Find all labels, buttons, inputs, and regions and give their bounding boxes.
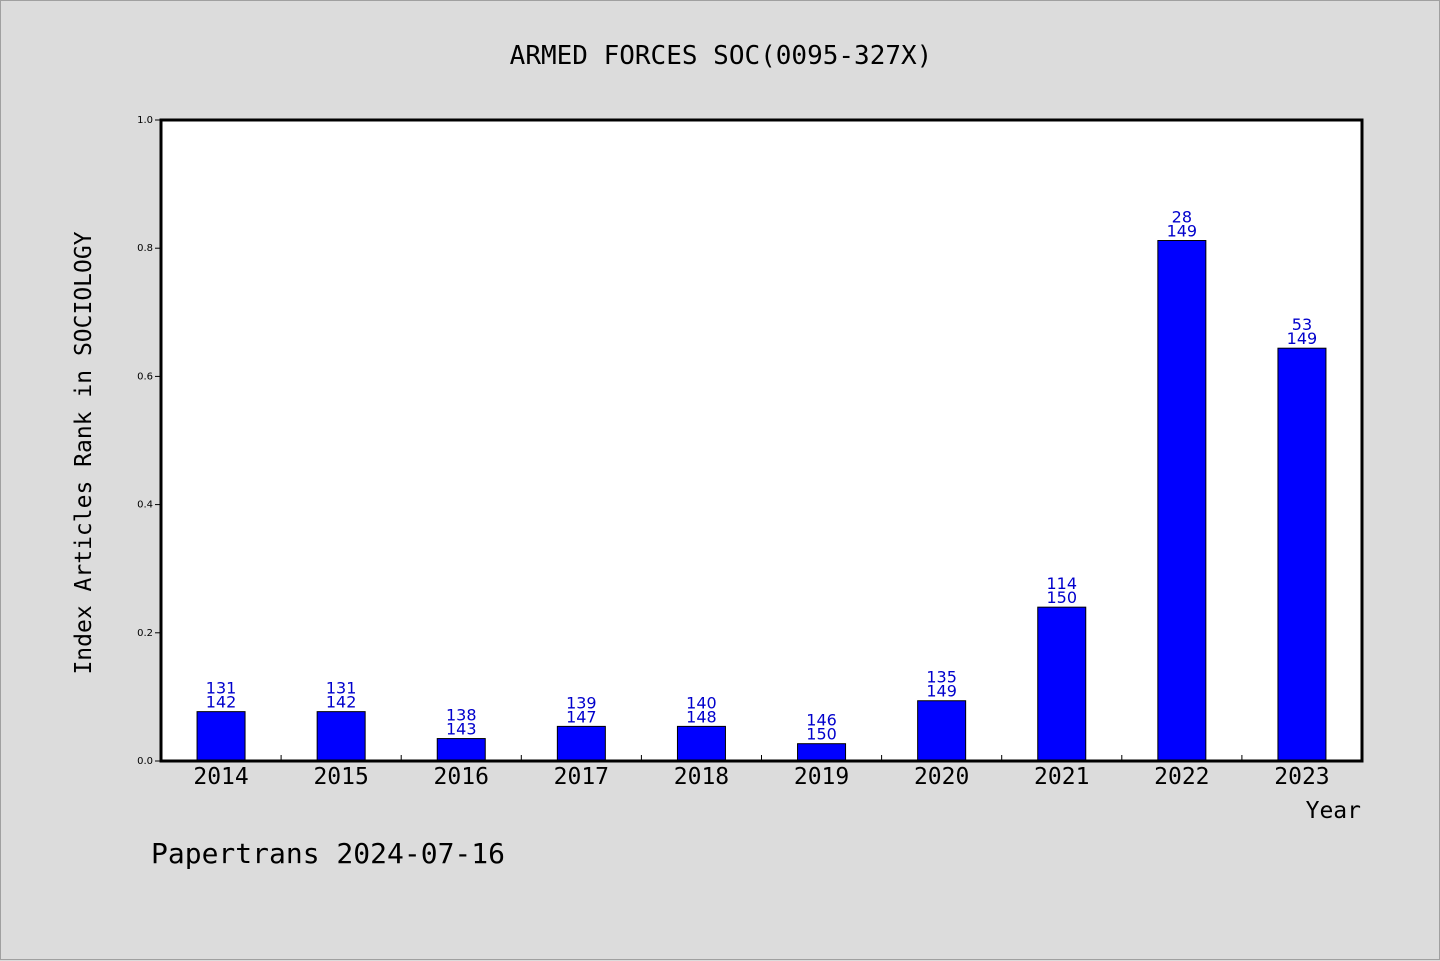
y-tick-label: 0.4	[137, 500, 153, 511]
bar-rank-label: 140	[686, 693, 717, 712]
bar-2017	[556, 725, 606, 762]
bar-rank-label: 28	[1172, 208, 1192, 227]
bar-total-label: 150	[1046, 588, 1077, 607]
bars	[196, 240, 1327, 762]
bar-2018	[676, 725, 726, 762]
bar-total-label: 149	[1287, 329, 1318, 348]
y-tick-label: 0.2	[137, 628, 153, 639]
chart-title: ARMED FORCES SOC(0095-327X)	[510, 41, 933, 71]
bar-2016	[436, 738, 486, 762]
bar-2023	[1277, 347, 1327, 762]
bar-total-label: 143	[446, 720, 477, 739]
y-tick-label: 1.0	[137, 115, 153, 126]
y-axis-ticks: 0.0 0.2 0.4 0.6 0.8 1.0	[137, 115, 161, 767]
bar-2021	[1037, 606, 1087, 762]
footer-text: Papertrans 2024-07-16	[151, 837, 505, 870]
bar-total-label: 149	[926, 682, 957, 701]
bar-total-label: 148	[686, 707, 717, 726]
x-axis-label: Year	[1306, 798, 1361, 824]
bar-rank-label: 53	[1292, 315, 1312, 334]
x-tick-label: 2020	[914, 764, 969, 790]
x-tick-label: 2022	[1154, 764, 1209, 790]
x-tick-label: 2019	[794, 764, 849, 790]
bar-total-label: 149	[1167, 222, 1198, 241]
bar-rank-label: 139	[566, 693, 597, 712]
bar-rank-label: 146	[806, 711, 837, 730]
bar-2014	[196, 711, 246, 762]
bar-rank-label: 114	[1046, 574, 1077, 593]
x-tick-label: 2015	[313, 764, 368, 790]
bar-rank-label: 131	[206, 679, 237, 698]
bar-total-label: 142	[206, 693, 237, 712]
bar-rank-label: 131	[326, 679, 357, 698]
x-tick-label: 2017	[554, 764, 609, 790]
y-tick-label: 0.6	[137, 371, 153, 382]
x-tick-label: 2021	[1034, 764, 1089, 790]
bar-2020	[917, 700, 967, 762]
x-tick-label: 2016	[434, 764, 489, 790]
x-tick-label: 2018	[674, 764, 729, 790]
bar-total-label: 150	[806, 725, 837, 744]
y-axis-label: Index Articles Rank in SOCIOLOGY	[71, 231, 97, 674]
y-tick-label: 0.0	[137, 756, 153, 767]
bar-rank-label: 138	[446, 706, 477, 725]
bar-2019	[797, 743, 847, 762]
bar-rank-label: 135	[926, 668, 957, 687]
x-axis-ticks: 2014 2015 2016 2017 2018 2019 2020 2021 2022 2023	[193, 755, 1330, 790]
x-tick-label: 2014	[193, 764, 248, 790]
plot-border	[159, 118, 1364, 763]
y-tick-label: 0.8	[137, 243, 153, 254]
bar-2015	[316, 711, 366, 762]
x-tick-label: 2023	[1274, 764, 1329, 790]
bar-total-label: 142	[326, 693, 357, 712]
bar-total-label: 147	[566, 707, 597, 726]
bar-2022	[1157, 240, 1207, 762]
